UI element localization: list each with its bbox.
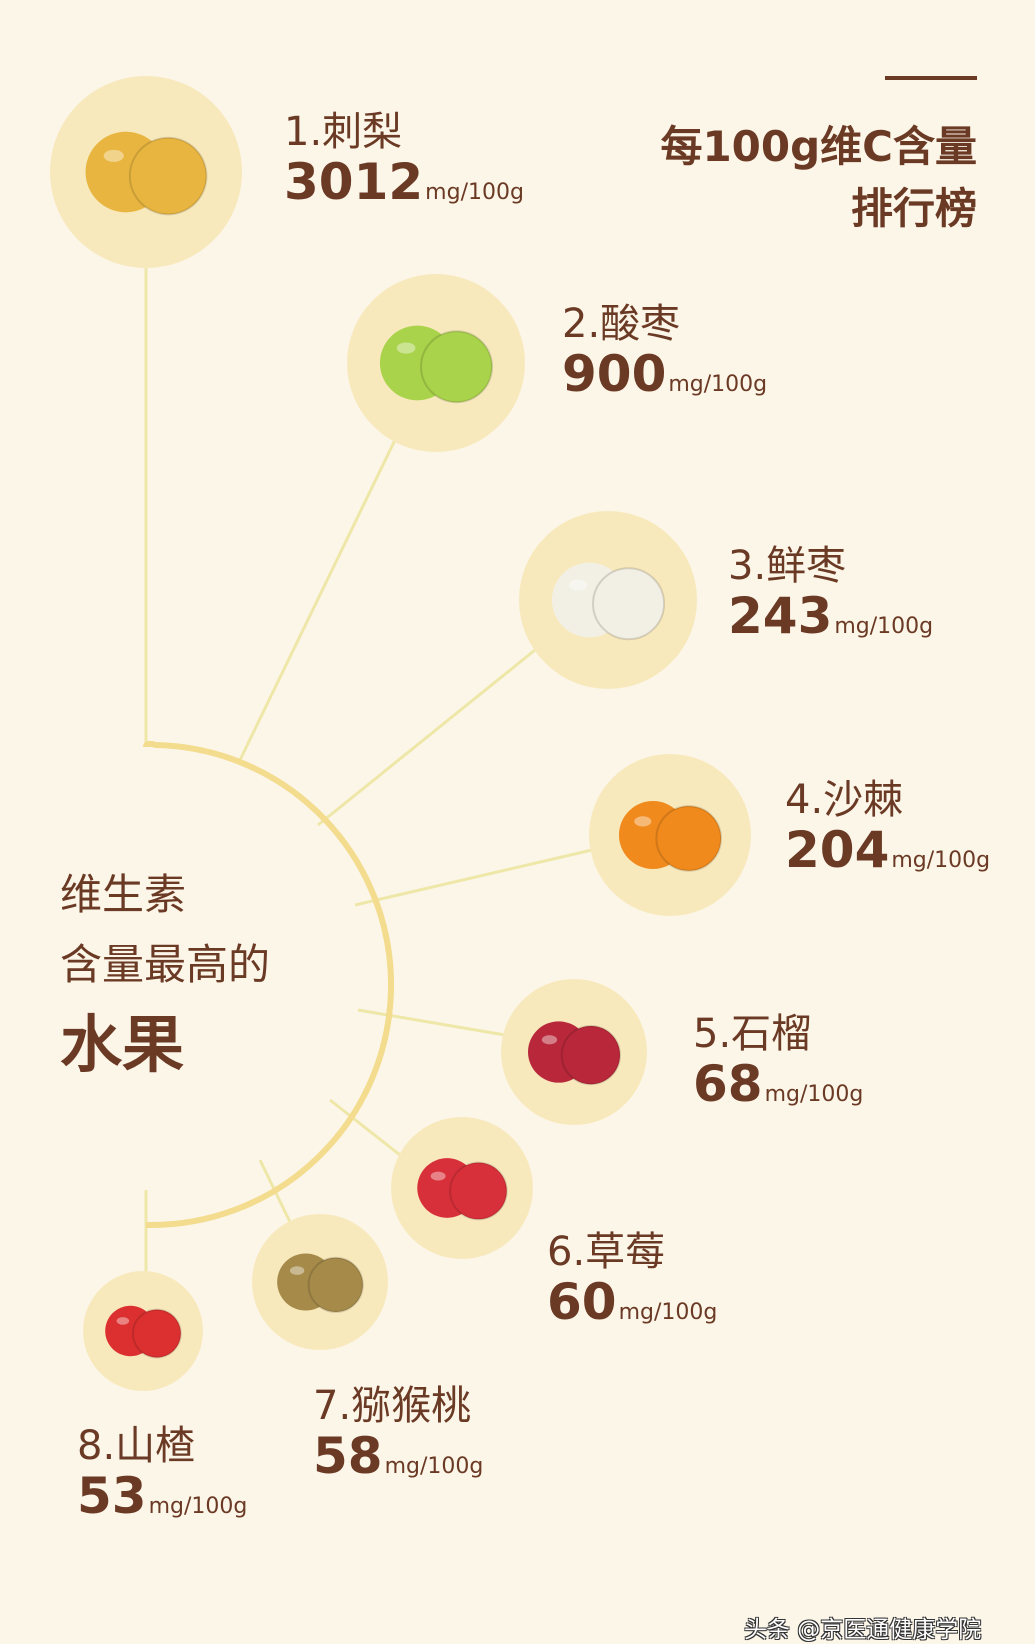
fruit-label: 2.酸枣 900mg/100g: [562, 302, 767, 413]
unit: mg/100g: [425, 180, 524, 205]
sea-buckthorn-icon: [589, 754, 751, 916]
fruit-name: 7.猕猴桃: [313, 1383, 472, 1429]
kiwi-icon: [252, 1214, 388, 1350]
fruit-value: 900mg/100g: [562, 346, 767, 413]
unit: mg/100g: [834, 614, 934, 639]
vitc-value: 58: [313, 1427, 383, 1485]
credit-watermark: 头条 @京医通健康学院: [744, 1617, 982, 1643]
vitc-value: 243: [728, 587, 833, 645]
page-title: 每100g维C含量 排行榜: [660, 116, 977, 240]
fruit-value: 243mg/100g: [728, 588, 933, 655]
unit: mg/100g: [148, 1494, 248, 1519]
side-title-line-3: 水果: [60, 1008, 185, 1081]
fruit-label: 3.鲜枣 243mg/100g: [728, 544, 933, 655]
fruit-body: [560, 1024, 621, 1086]
side-title-line-2: 含量最高的: [60, 940, 271, 989]
unit: mg/100g: [891, 848, 991, 873]
hawthorn-icon: [83, 1271, 203, 1391]
fruit-value: 204mg/100g: [785, 822, 990, 889]
fruit-body: [449, 1161, 508, 1221]
fruit-name: 1.刺梨: [284, 109, 403, 155]
fruit-body: [131, 1308, 182, 1359]
fruit-highlight: [541, 1035, 558, 1045]
fruit-highlight: [568, 579, 588, 591]
fruit-highlight: [396, 342, 416, 354]
fruit-label: 4.沙棘 204mg/100g: [785, 778, 990, 889]
fruit-value: 58mg/100g: [313, 1428, 483, 1495]
pomegranate-icon: [501, 979, 647, 1125]
title-line-1: 每100g维C含量: [660, 122, 977, 171]
fruit-highlight: [116, 1317, 130, 1325]
fruit-name: 8.山楂: [77, 1423, 196, 1469]
fruit-name: 6.草莓: [547, 1229, 666, 1275]
fruit-body: [655, 805, 723, 872]
unit: mg/100g: [384, 1454, 484, 1479]
vitc-value: 3012: [284, 153, 424, 211]
fruit-body: [307, 1256, 364, 1313]
side-title-line-1: 维生素: [60, 870, 187, 919]
fruit-name: 2.酸枣: [562, 301, 681, 347]
fruit-body: [128, 136, 208, 216]
fruit-highlight: [430, 1171, 446, 1181]
fruit-highlight: [634, 816, 652, 827]
fruit-name: 3.鲜枣: [728, 543, 847, 589]
strawberry-icon: [391, 1117, 533, 1259]
fruit-name: 4.沙棘: [785, 777, 904, 823]
sour-jujube-icon: [347, 274, 525, 452]
fruit-label: 5.石榴 68mg/100g: [693, 1012, 863, 1123]
vitc-value: 204: [785, 821, 890, 879]
fruit-value: 60mg/100g: [547, 1274, 717, 1341]
fruit-highlight: [103, 149, 124, 162]
title-line-2: 排行榜: [850, 184, 977, 233]
unit: mg/100g: [668, 372, 768, 397]
unit: mg/100g: [618, 1300, 718, 1325]
unit: mg/100g: [764, 1082, 864, 1107]
fruit-label: 8.山楂 53mg/100g: [77, 1424, 247, 1535]
vitc-value: 900: [562, 345, 667, 403]
center-arc: [143, 740, 395, 1229]
fruit-highlight: [290, 1266, 305, 1275]
fruit-body: [420, 330, 494, 404]
fresh-jujube-icon: [519, 511, 697, 689]
fruit-value: 53mg/100g: [77, 1468, 247, 1535]
fruit-value: 3012mg/100g: [284, 154, 524, 221]
fruit-name: 5.石榴: [693, 1011, 812, 1057]
fruit-label: 6.草莓 60mg/100g: [547, 1230, 717, 1341]
side-title: 维生素 含量最高的 水果: [60, 860, 270, 1090]
vitc-value: 60: [547, 1273, 617, 1331]
vitc-value: 68: [693, 1055, 763, 1113]
connector-lines: [144, 268, 593, 1272]
fruit-label: 1.刺梨 3012mg/100g: [284, 110, 524, 221]
fruit-body: [592, 567, 666, 641]
vitc-value: 53: [77, 1467, 147, 1525]
fruit-label: 7.猕猴桃 58mg/100g: [313, 1384, 483, 1495]
title-rule: [885, 76, 977, 80]
cili-fruit-icon: [50, 76, 242, 268]
fruit-value: 68mg/100g: [693, 1056, 863, 1123]
